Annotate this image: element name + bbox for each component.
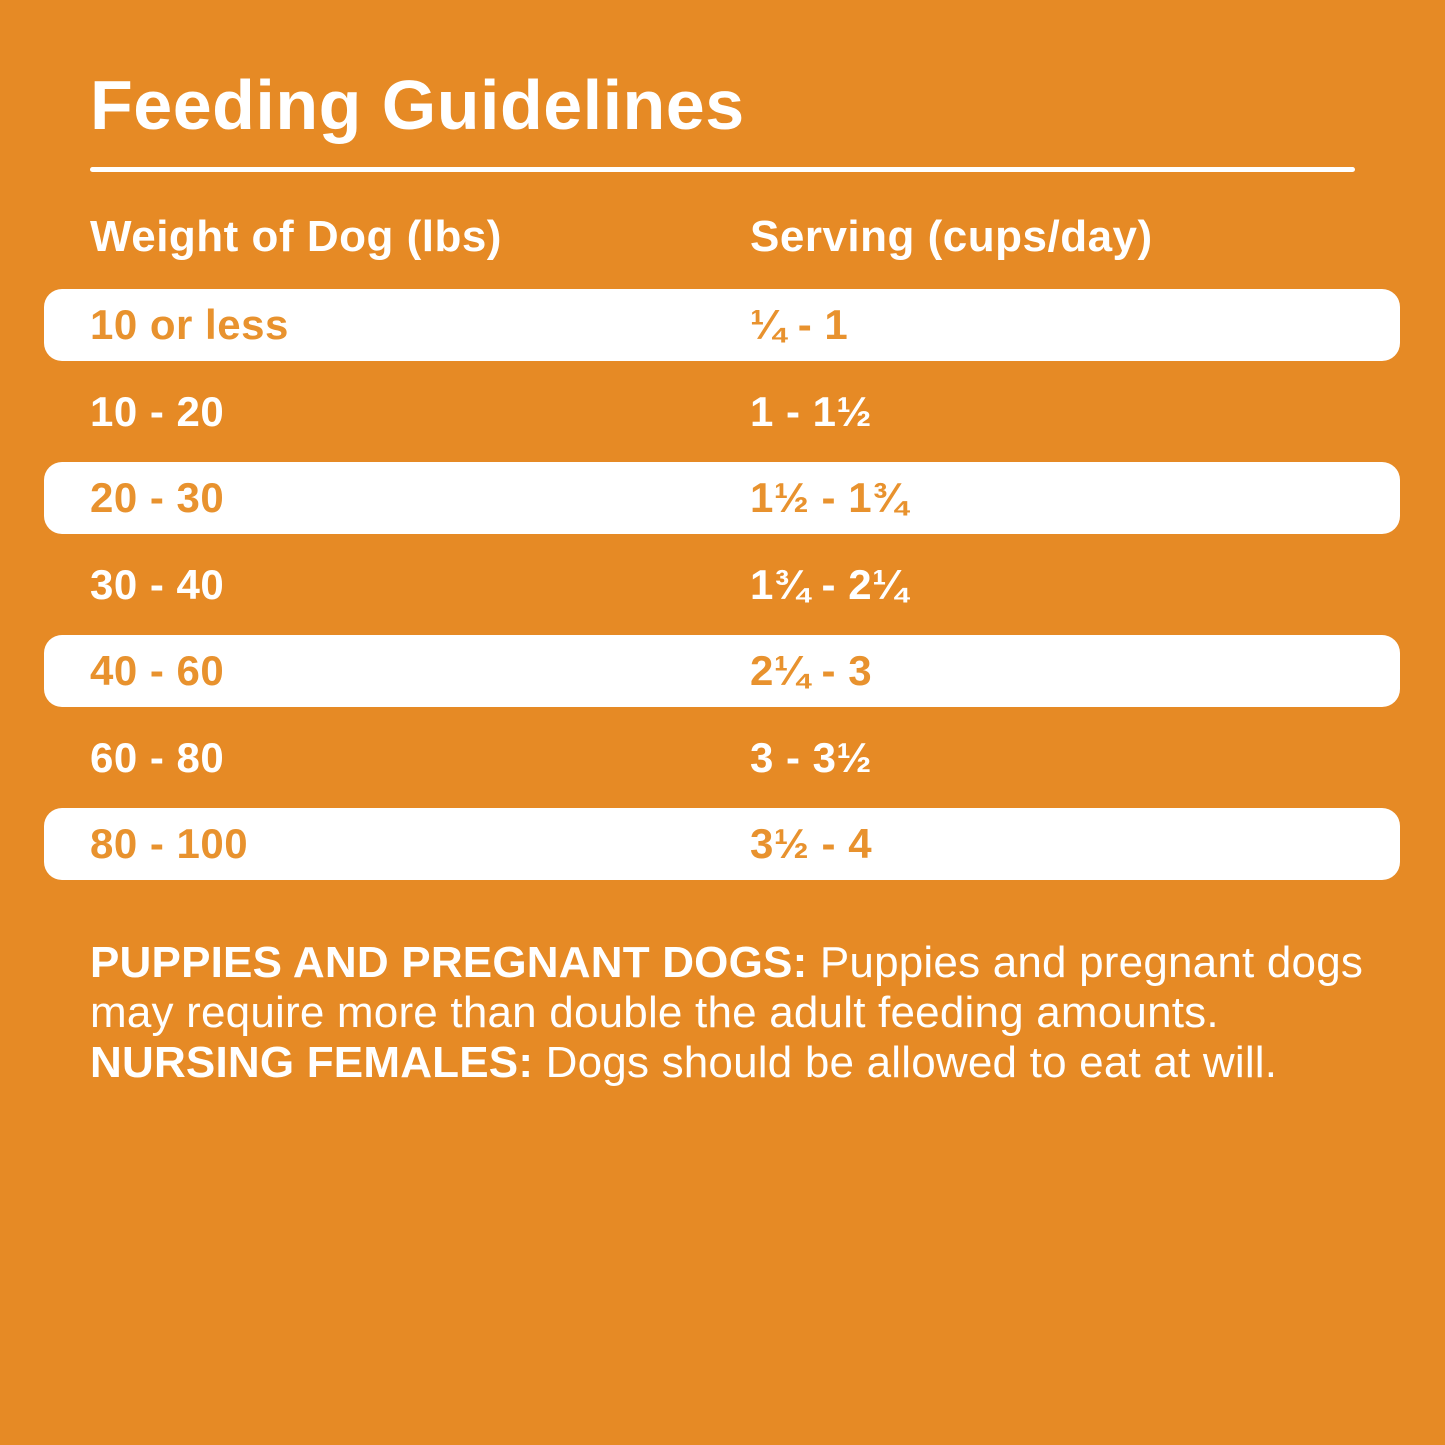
table-row: 30 - 40 1¾ - 2¼ xyxy=(44,549,1400,621)
table-column-headers: Weight of Dog (lbs) Serving (cups/day) xyxy=(90,212,1400,262)
page-title: Feeding Guidelines xyxy=(90,66,745,144)
table-row: 20 - 30 1½ - 1¾ xyxy=(44,462,1400,534)
table-row: 80 - 100 3½ - 4 xyxy=(44,808,1400,880)
serving-cell: ¼ - 1 xyxy=(750,301,849,348)
weight-cell: 10 or less xyxy=(90,301,289,348)
serving-cell: 1 - 1½ xyxy=(750,387,873,435)
weight-cell: 10 - 20 xyxy=(90,387,225,435)
serving-cell: 3½ - 4 xyxy=(750,820,873,867)
serving-cell: 1½ - 1¾ xyxy=(750,474,908,521)
weight-cell: 20 - 30 xyxy=(90,474,225,521)
weight-cell: 80 - 100 xyxy=(90,820,249,867)
serving-cell: 3 - 3½ xyxy=(750,733,873,781)
title-divider xyxy=(90,167,1355,172)
feeding-table: 10 or less ¼ - 1 10 - 20 1 - 1½ 20 - 30 … xyxy=(44,289,1400,895)
weight-cell: 30 - 40 xyxy=(90,560,225,608)
footnote-puppies-body: Puppies and pregnant dogs may require mo… xyxy=(90,938,1364,1037)
table-row: 10 or less ¼ - 1 xyxy=(44,289,1400,361)
footnote-nursing-body: Dogs should be allowed to eat at will. xyxy=(545,1038,1278,1087)
footnote-text: PUPPIES AND PREGNANT DOGS: Puppies and p… xyxy=(90,938,1375,1088)
serving-cell: 1¾ - 2¼ xyxy=(750,560,908,608)
table-row: 60 - 80 3 - 3½ xyxy=(44,722,1400,794)
weight-cell: 60 - 80 xyxy=(90,733,225,781)
table-row: 10 - 20 1 - 1½ xyxy=(44,376,1400,448)
column-header-weight: Weight of Dog (lbs) xyxy=(90,212,502,261)
column-header-serving: Serving (cups/day) xyxy=(750,212,1153,261)
footnote-puppies-label: PUPPIES AND PREGNANT DOGS: xyxy=(90,938,820,987)
footnote-nursing-label: NURSING FEMALES: xyxy=(90,1038,546,1087)
weight-cell: 40 - 60 xyxy=(90,647,225,694)
serving-cell: 2¼ - 3 xyxy=(750,647,873,694)
table-row: 40 - 60 2¼ - 3 xyxy=(44,635,1400,707)
